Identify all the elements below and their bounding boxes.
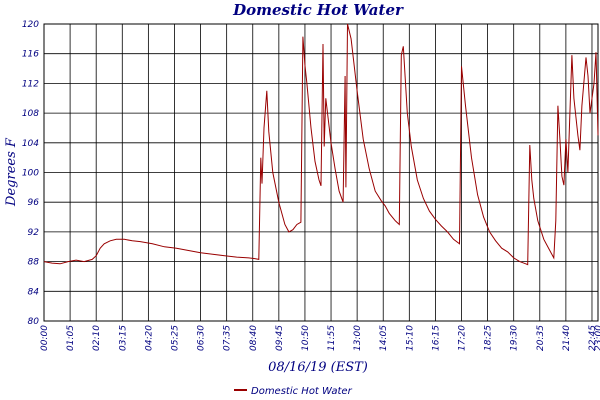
y-tick-label: 92 [28,228,40,238]
y-tick-label: 96 [28,198,40,208]
y-tick-label: 100 [22,169,39,179]
x-tick-label: 06:30 [197,325,207,351]
y-tick-label: 88 [28,258,40,268]
grid-lines [43,23,599,322]
y-axis-label: Degrees F [4,137,19,207]
x-tick-label: 21:40 [562,325,572,351]
x-tick-label: 05:25 [170,325,180,351]
y-tick-label: 120 [22,20,39,30]
x-tick-label: 23:00 [594,325,600,351]
x-tick-label: 15:10 [405,325,415,351]
x-tick-label: 07:35 [223,325,233,351]
x-tick-label: 19:30 [510,325,520,351]
y-tick-label: 116 [22,50,39,60]
x-tick-label: 11:55 [327,325,337,351]
legend-label: Domestic Hot Water [251,386,353,397]
x-tick-label: 13:00 [353,325,363,351]
chart-title: Domestic Hot Water [232,1,404,19]
y-tick-label: 108 [22,109,39,119]
x-tick-label: 16:15 [431,325,441,351]
x-tick-label: 02:10 [92,325,102,351]
legend: Domestic Hot Water [234,386,353,397]
x-tick-label: 20:35 [536,325,546,351]
y-tick-labels: 80 84 88 92 96 100 104 108 112 116 120 [22,20,39,327]
x-tick-label: 01:05 [66,325,76,351]
x-tick-label: 08:40 [249,325,259,351]
series-line-domestic-hot-water [43,23,599,266]
x-tick-label: 18:25 [484,325,494,351]
x-tick-label: 00:00 [40,325,50,351]
x-tick-label: 09:45 [275,325,285,351]
x-tick-label: 10:50 [301,325,311,351]
x-axis-label: 08/16/19 (EST) [268,360,368,375]
x-tick-label: 14:05 [379,325,389,351]
x-tick-label: 04:20 [144,325,154,351]
y-tick-label: 80 [28,317,40,327]
y-tick-label: 84 [28,287,40,297]
y-tick-label: 112 [22,79,39,89]
x-tick-label: 17:20 [458,325,468,351]
x-tick-label: 03:15 [118,325,128,351]
x-tick-label: 22:45 [588,325,598,351]
y-tick-label: 104 [22,139,39,149]
x-tick-labels: 00:00 01:05 02:10 03:15 04:20 05:25 06:30 07:35… [40,325,600,351]
